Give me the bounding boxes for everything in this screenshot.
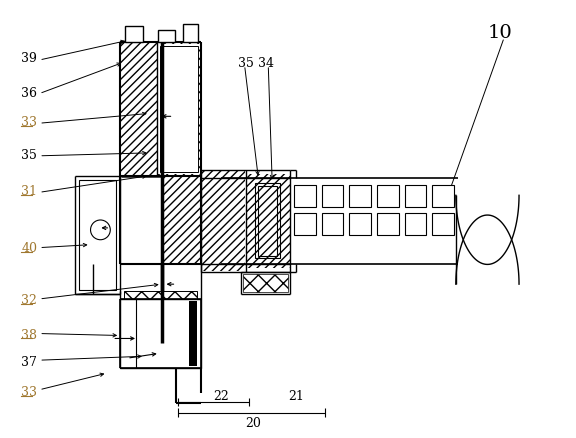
Text: 20: 20 — [245, 417, 262, 431]
Bar — [245, 173, 290, 268]
Bar — [183, 25, 198, 42]
Bar — [160, 46, 198, 172]
Bar — [432, 213, 454, 235]
Bar — [158, 44, 199, 173]
Text: 40: 40 — [21, 242, 37, 255]
Bar — [294, 185, 316, 207]
Bar — [190, 301, 197, 366]
Bar — [377, 213, 399, 235]
Bar — [255, 184, 280, 258]
Text: 22: 22 — [213, 390, 229, 403]
Text: 39: 39 — [21, 52, 37, 65]
Text: 32: 32 — [21, 294, 37, 307]
Bar — [120, 299, 201, 368]
Bar — [404, 213, 426, 235]
Bar — [259, 187, 277, 255]
Text: 35: 35 — [238, 57, 253, 70]
Text: 36: 36 — [21, 87, 37, 100]
Text: 21: 21 — [288, 390, 304, 403]
Bar — [321, 213, 343, 235]
Bar — [294, 213, 316, 235]
Bar — [432, 185, 454, 207]
Text: 38: 38 — [21, 328, 37, 342]
Text: 33: 33 — [21, 117, 37, 129]
Bar — [121, 177, 161, 263]
Bar — [122, 301, 136, 366]
Bar — [321, 185, 343, 207]
Bar — [121, 43, 200, 175]
Bar — [377, 185, 399, 207]
Bar — [120, 176, 201, 265]
Text: 31: 31 — [21, 185, 37, 198]
Bar — [242, 274, 288, 292]
Text: 34: 34 — [259, 57, 274, 70]
Bar — [158, 30, 176, 42]
Bar — [349, 185, 371, 207]
Text: 10: 10 — [487, 25, 512, 42]
Bar — [404, 185, 426, 207]
Text: 35: 35 — [21, 149, 37, 162]
Text: 33: 33 — [21, 386, 37, 399]
Text: 37: 37 — [21, 356, 37, 369]
Bar — [125, 26, 143, 42]
Bar — [202, 171, 245, 271]
Bar — [121, 177, 161, 263]
Bar — [79, 180, 116, 290]
Bar — [349, 213, 371, 235]
Bar — [124, 291, 197, 299]
